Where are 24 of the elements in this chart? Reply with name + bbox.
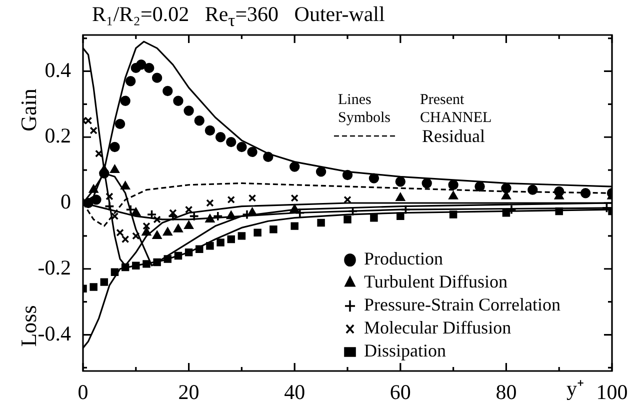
x-tick-label: 100	[596, 380, 628, 404]
y-tick-label: 0.2	[44, 124, 71, 148]
y-axis-title: Gain	[16, 88, 41, 132]
y-tick-label: 0	[60, 190, 71, 214]
legend-label: Pressure-Strain Correlation	[364, 294, 560, 315]
legend-label: Turbulent Diffusion	[364, 272, 508, 292]
x-tick-label: 0	[78, 380, 88, 404]
x-tick-label: 80	[496, 380, 517, 404]
x-tick-label: 20	[178, 380, 200, 404]
y-tick-label: -0.2	[38, 255, 71, 280]
legend-label: Dissipation	[364, 340, 446, 361]
annotation: Symbols	[338, 110, 391, 126]
x-tick-label: 60	[390, 380, 411, 404]
x-axis-title: y⁺	[566, 376, 584, 401]
x-tick-label: 40	[284, 380, 306, 404]
y-tick-label: 0.4	[44, 58, 72, 82]
annotation: Present	[420, 92, 465, 108]
legend-label: Residual	[422, 126, 485, 147]
chart-title: R₁/R₂=0.02 Re$_{τ}$=360 Outer-wall	[92, 2, 385, 32]
y-tick-label: -0.4	[38, 321, 72, 346]
annotation: Lines	[338, 92, 372, 108]
annotation: CHANNEL	[420, 110, 492, 126]
legend-label: Molecular Diffusion	[364, 318, 512, 338]
legend-label: Production	[364, 248, 443, 269]
